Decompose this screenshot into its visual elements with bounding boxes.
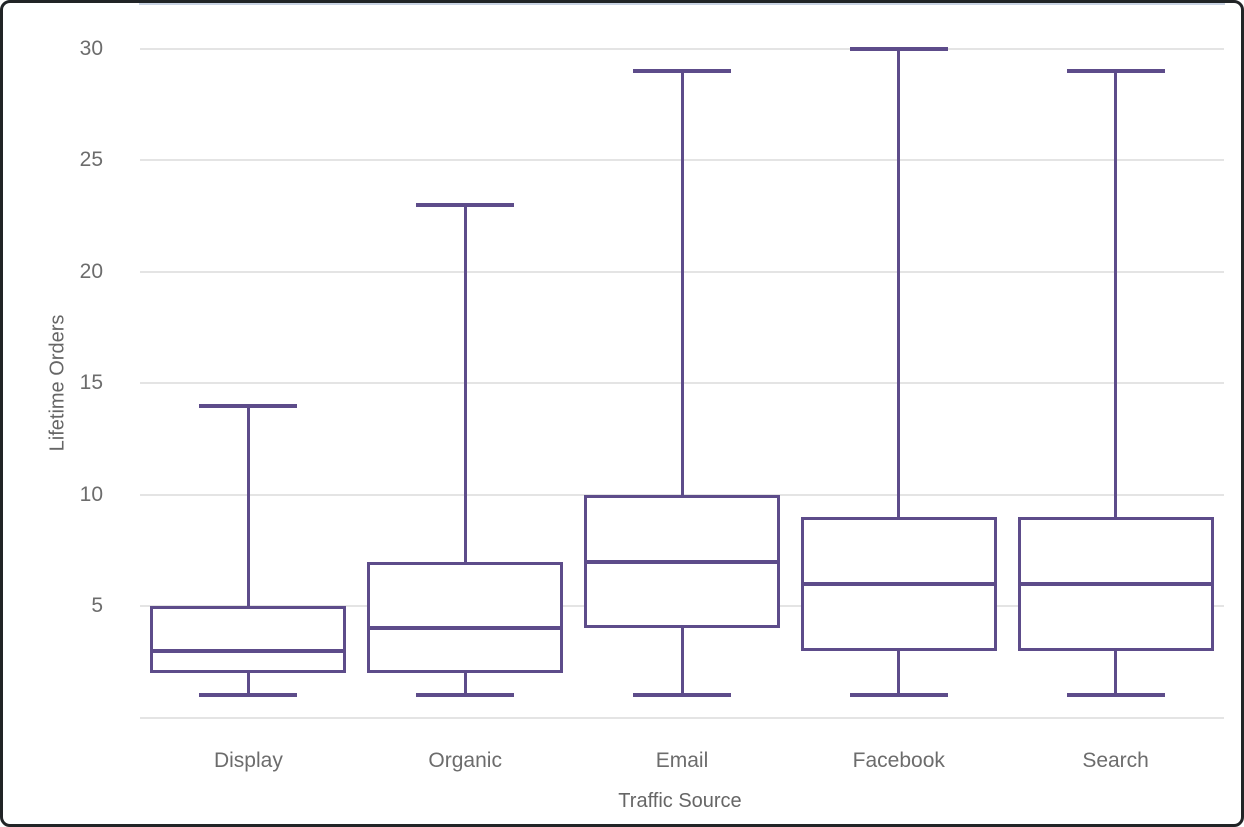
- median-line: [584, 559, 780, 564]
- upper-whisker-cap: [633, 69, 731, 74]
- x-category-label-facebook: Facebook: [852, 749, 945, 772]
- y-axis-title: Lifetime Orders: [46, 314, 69, 452]
- lower-whisker: [680, 628, 684, 696]
- x-category-label-display: Display: [213, 749, 283, 772]
- y-tick-label: 30: [79, 36, 103, 60]
- lower-whisker: [897, 650, 901, 696]
- upper-whisker-cap: [849, 46, 948, 51]
- upper-whisker: [1114, 71, 1118, 517]
- upper-whisker-cap: [199, 403, 298, 408]
- upper-whisker: [246, 405, 250, 607]
- lower-whisker-cap: [416, 693, 515, 698]
- upper-whisker: [897, 48, 901, 517]
- upper-whisker: [463, 204, 467, 562]
- y-tick-label: 10: [79, 482, 103, 506]
- median-line: [800, 581, 997, 586]
- lower-whisker: [246, 673, 250, 696]
- lower-whisker: [463, 673, 467, 696]
- gridline-y-0: [140, 716, 1224, 719]
- x-category-label-email: Email: [655, 749, 709, 772]
- lower-whisker-cap: [633, 693, 731, 698]
- iqr-box: [150, 606, 347, 674]
- x-category-label-organic: Organic: [428, 749, 502, 772]
- x-category-label-search: Search: [1082, 749, 1149, 772]
- y-tick-label: 25: [79, 148, 103, 172]
- y-tick-label: 15: [79, 371, 103, 395]
- median-line: [367, 626, 564, 631]
- lower-whisker-cap: [849, 693, 948, 698]
- median-line: [150, 648, 347, 653]
- gridline-y-30: [140, 47, 1224, 50]
- iqr-box: [367, 561, 564, 673]
- lower-whisker-cap: [1066, 693, 1165, 698]
- lower-whisker-cap: [199, 693, 298, 698]
- lower-whisker: [1114, 650, 1118, 696]
- x-axis-title: Traffic Source: [618, 790, 742, 812]
- x-axis-line: [139, 3, 1225, 5]
- upper-whisker-cap: [1066, 69, 1165, 74]
- y-tick-label: 20: [79, 259, 103, 283]
- boxplot-chart: 5 10 15 20 25 30 Lifetime Orders Display Organ…: [3, 3, 1241, 824]
- median-line: [1017, 581, 1214, 586]
- upper-whisker: [680, 71, 684, 495]
- y-tick-label: 5: [91, 594, 103, 618]
- upper-whisker-cap: [416, 202, 515, 207]
